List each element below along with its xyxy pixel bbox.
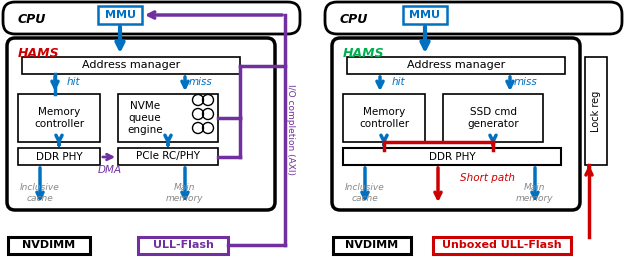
Text: PCIe RC/PHY: PCIe RC/PHY <box>136 151 200 161</box>
Text: I/O completion (AXI): I/O completion (AXI) <box>285 85 294 176</box>
FancyBboxPatch shape <box>325 2 622 34</box>
Text: Lock reg: Lock reg <box>591 90 601 132</box>
Bar <box>18 94 100 142</box>
Text: Unboxed ULL-Flash: Unboxed ULL-Flash <box>442 241 562 251</box>
Text: Inclusive
cache: Inclusive cache <box>345 183 385 203</box>
Bar <box>22 57 240 74</box>
Text: NVDIMM: NVDIMM <box>345 241 399 251</box>
Bar <box>343 94 425 142</box>
Bar <box>118 94 218 142</box>
Bar <box>98 6 142 24</box>
Text: CPU: CPU <box>18 13 46 26</box>
Text: NVDIMM: NVDIMM <box>23 241 76 251</box>
Text: HAMS: HAMS <box>18 47 60 60</box>
Text: Address manager: Address manager <box>407 60 505 70</box>
FancyBboxPatch shape <box>3 2 300 34</box>
Text: HAMS: HAMS <box>343 47 385 60</box>
Text: CPU: CPU <box>340 13 368 26</box>
Text: miss: miss <box>514 77 538 87</box>
Bar <box>118 148 218 165</box>
Text: MMU: MMU <box>105 10 136 20</box>
Bar <box>333 237 411 254</box>
Bar <box>347 57 565 74</box>
Text: hit: hit <box>67 77 80 87</box>
Text: Main
memory: Main memory <box>516 183 554 203</box>
Text: SSD cmd
generator: SSD cmd generator <box>467 107 519 129</box>
Text: hit: hit <box>392 77 406 87</box>
FancyBboxPatch shape <box>7 38 275 210</box>
Bar <box>585 57 607 165</box>
Bar <box>138 237 228 254</box>
Text: DDR PHY: DDR PHY <box>36 151 82 161</box>
Text: DDR PHY: DDR PHY <box>429 151 475 161</box>
Bar <box>443 94 543 142</box>
Bar <box>403 6 447 24</box>
Text: Memory
controller: Memory controller <box>34 107 84 129</box>
Text: Memory
controller: Memory controller <box>359 107 409 129</box>
Bar <box>433 237 571 254</box>
Text: Address manager: Address manager <box>82 60 180 70</box>
Text: miss: miss <box>189 77 213 87</box>
Text: Short path: Short path <box>460 173 515 183</box>
Text: Inclusive
cache: Inclusive cache <box>20 183 60 203</box>
Text: NVMe
queue
engine: NVMe queue engine <box>127 102 163 135</box>
Text: DMA: DMA <box>98 165 122 175</box>
Bar <box>343 148 561 165</box>
Bar <box>8 237 90 254</box>
Bar <box>18 148 100 165</box>
Text: ULL-Flash: ULL-Flash <box>152 241 213 251</box>
FancyBboxPatch shape <box>332 38 580 210</box>
Text: Main
memory: Main memory <box>166 183 204 203</box>
Text: MMU: MMU <box>410 10 440 20</box>
